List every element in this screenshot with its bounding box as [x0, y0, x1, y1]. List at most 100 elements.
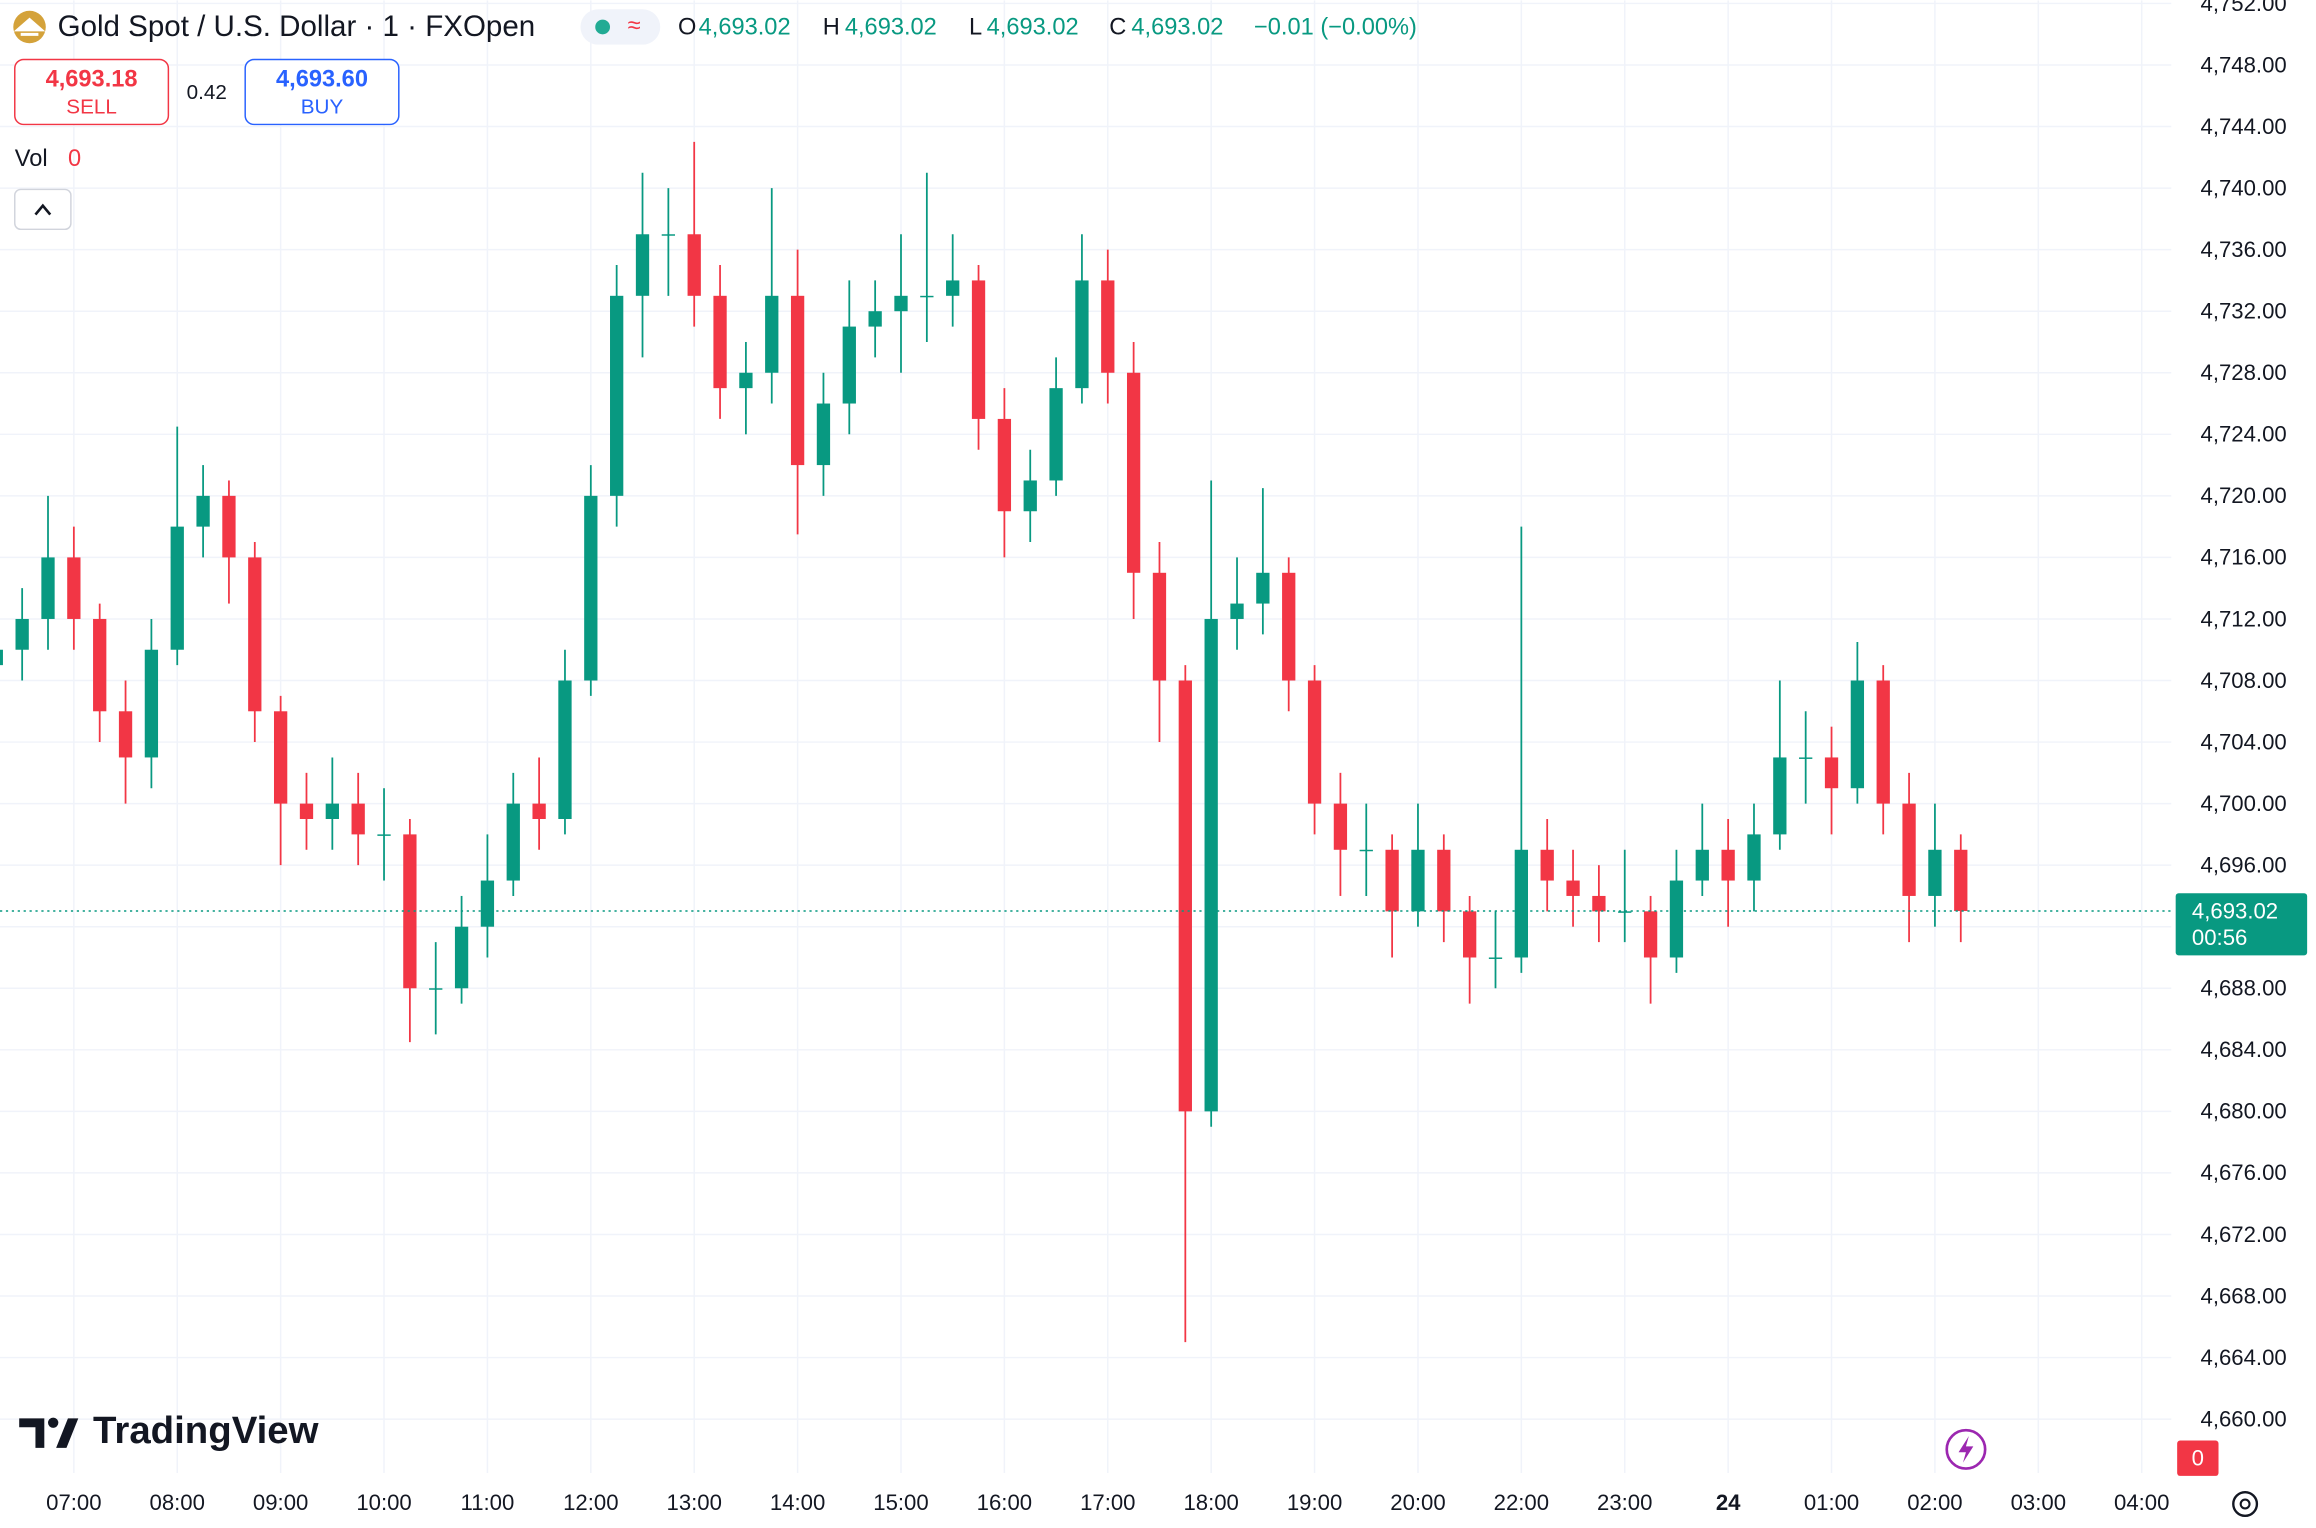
status-pill[interactable]	[580, 9, 661, 45]
x-tick-label: 13:00	[667, 1490, 722, 1515]
y-tick-label: 4,712.00	[2201, 606, 2287, 631]
candle-body	[1256, 572, 1270, 604]
collapse-button[interactable]	[14, 188, 72, 231]
brand-name[interactable]: TradingView	[93, 1409, 319, 1452]
settings-icon	[2239, 1498, 2251, 1510]
x-tick-label: 01:00	[1804, 1490, 1859, 1515]
candle-body	[1695, 849, 1709, 881]
candle-body	[1566, 880, 1580, 896]
ohlc-key: H	[823, 15, 840, 41]
candle-body	[1618, 911, 1632, 913]
candle-body	[273, 711, 288, 804]
candle-body	[1152, 572, 1167, 681]
candle-body	[41, 557, 55, 619]
candle-body	[1126, 372, 1141, 573]
candle-body	[868, 311, 882, 327]
candle-body	[1075, 280, 1089, 389]
x-tick-label: 24	[1716, 1490, 1741, 1515]
candle-body	[299, 803, 314, 819]
candle-body	[15, 618, 29, 650]
candle-body	[532, 803, 546, 819]
y-tick-label: 4,736.00	[2201, 237, 2287, 262]
candle-body	[196, 495, 210, 527]
y-tick-label: 4,752.00	[2201, 0, 2287, 16]
candle-body	[1514, 849, 1528, 958]
sell-label: SELL	[66, 96, 117, 119]
candle-body	[1307, 680, 1322, 804]
candle-body	[248, 557, 262, 712]
y-tick-label: 4,688.00	[2201, 976, 2287, 1001]
ohlc-key: L	[969, 15, 982, 41]
plot	[0, 141, 2172, 1343]
countdown: 00:56	[2192, 925, 2247, 950]
x-tick-label: 18:00	[1183, 1490, 1238, 1515]
candle-body	[325, 803, 339, 819]
ohlc-key: C	[1109, 15, 1126, 41]
candle-body	[1643, 911, 1658, 958]
sell-price: 4,693.18	[46, 66, 138, 92]
y-tick-label: 4,680.00	[2201, 1099, 2287, 1124]
x-tick-label: 11:00	[461, 1490, 515, 1515]
x-tick-label: 09:00	[253, 1490, 308, 1515]
x-tick-label: 02:00	[1907, 1490, 1962, 1515]
candle-body	[170, 526, 184, 650]
ohlc-value: 4,693.02	[1131, 15, 1223, 41]
x-tick-label: 10:00	[356, 1490, 411, 1515]
candle-body	[894, 295, 908, 312]
candle-body	[429, 988, 443, 990]
candle-body	[661, 234, 676, 236]
candle-body	[687, 234, 701, 296]
buy-label: BUY	[301, 96, 344, 119]
y-tick-label: 4,672.00	[2201, 1222, 2287, 1247]
candle-body	[1359, 849, 1373, 852]
x-tick-label: 19:00	[1287, 1490, 1342, 1515]
settings-button[interactable]	[2232, 1490, 2259, 1517]
y-tick-label: 4,708.00	[2201, 668, 2287, 693]
candle-body	[1101, 280, 1115, 373]
symbol-icon-glyph	[13, 17, 46, 36]
ohlc-key: O	[678, 15, 696, 41]
candle-body	[920, 295, 934, 298]
candle-body	[1799, 757, 1813, 759]
y-tick-label: 4,724.00	[2201, 422, 2287, 447]
x-tick-label: 07:00	[46, 1490, 101, 1515]
candle-body	[1411, 849, 1425, 912]
buy-button[interactable]	[244, 58, 400, 126]
candle-body	[997, 418, 1012, 512]
candle-body	[1463, 911, 1477, 958]
candle-body	[0, 649, 3, 666]
candle-body	[713, 295, 727, 389]
candle-body	[1488, 957, 1503, 959]
y-tick-label: 4,668.00	[2201, 1283, 2287, 1308]
candle-body	[1333, 803, 1348, 850]
x-tick-label: 08:00	[150, 1490, 205, 1515]
ohlc-value: 4,693.02	[987, 15, 1079, 41]
x-tick-label: 15:00	[873, 1490, 928, 1515]
y-tick-label: 4,744.00	[2201, 114, 2287, 139]
axes: 4,660.00 4,664.00 4,668.00 4,672.00 4,676.00…	[46, 0, 2316, 1528]
candle-body	[1437, 849, 1451, 912]
candle-body	[765, 295, 779, 373]
candle-body	[1592, 895, 1606, 912]
candle-body	[1902, 803, 1916, 896]
candle-body	[842, 326, 856, 404]
chart-title[interactable]: Gold Spot / U.S. Dollar · 1 · FXOpen	[58, 10, 536, 43]
ohlc-change: −0.01 (−0.00%)	[1254, 15, 1417, 41]
candle-body	[480, 880, 495, 927]
x-tick-label: 22:00	[1494, 1490, 1549, 1515]
y-tick-label: 4,660.00	[2201, 1406, 2287, 1431]
candle-body	[351, 803, 365, 835]
candle-body	[1385, 849, 1399, 912]
candle-body	[1023, 480, 1037, 512]
market-open-dot	[595, 19, 611, 35]
candle-body	[1876, 680, 1890, 804]
x-tick-label: 03:00	[2011, 1490, 2066, 1515]
brand-logo	[19, 1418, 79, 1448]
sell-button[interactable]	[14, 58, 170, 126]
candle-body	[558, 680, 572, 819]
candle-body	[118, 711, 133, 758]
volume-value: 0	[68, 146, 81, 172]
